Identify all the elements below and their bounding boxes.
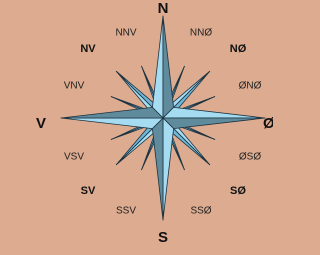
- label: Ø: [263, 115, 273, 132]
- label: S: [158, 229, 168, 246]
- label: NNV: [115, 28, 136, 39]
- label: SSV: [116, 206, 136, 217]
- label: VSV: [64, 152, 84, 163]
- label: NØ: [230, 43, 247, 55]
- label: V: [36, 115, 46, 132]
- page: N NNØ NØ ØNØ Ø ØSØ SØ SSØ S SSV SV VSV V…: [0, 0, 273, 255]
- label: NV: [80, 43, 96, 55]
- compass-rose: N NNØ NØ ØNØ Ø ØSØ SØ SSØ S SSV SV VSV V…: [0, 0, 273, 255]
- label: N: [158, 0, 169, 17]
- label: SV: [81, 185, 96, 197]
- label: ØNØ: [239, 81, 262, 92]
- label: ØSØ: [239, 152, 261, 163]
- label: SØ: [230, 185, 246, 197]
- label: VNV: [64, 81, 85, 92]
- label: SSØ: [190, 206, 211, 217]
- label: NNØ: [190, 28, 212, 39]
